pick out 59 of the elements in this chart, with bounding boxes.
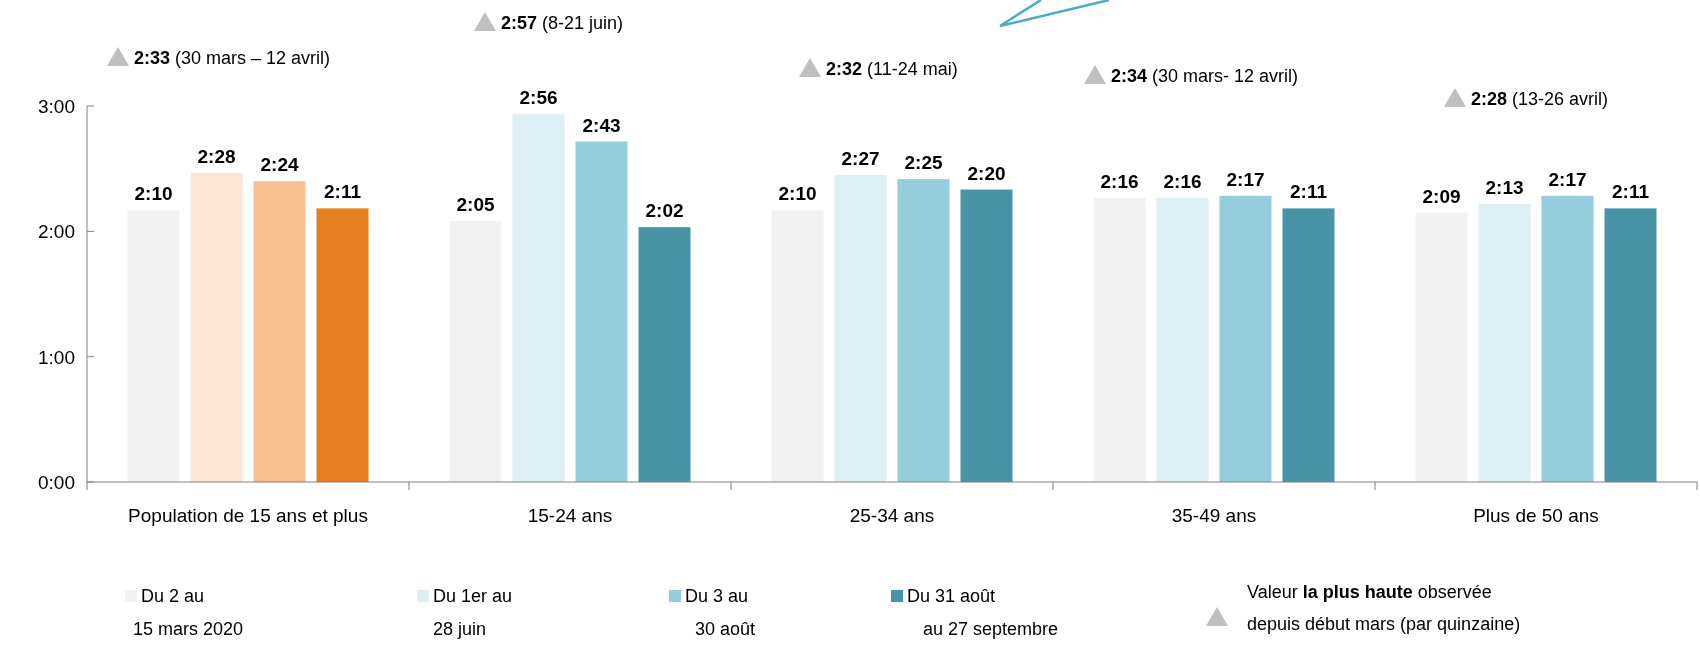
x-tick-label: 35-49 ans	[1171, 505, 1257, 526]
bar	[834, 174, 887, 482]
data-label: 2:27	[841, 147, 880, 169]
bar	[1156, 197, 1209, 482]
bar	[190, 172, 243, 482]
y-tick-label: 2:00	[38, 221, 75, 243]
x-tick-label: 15-24 ans	[527, 505, 613, 526]
y-tick-label: 1:00	[38, 346, 75, 368]
legend-label: Du 1er au 28 juin	[433, 586, 513, 639]
data-label: 2:13	[1485, 177, 1524, 199]
bar	[1415, 212, 1468, 482]
data-label: 2:05	[456, 193, 495, 215]
bar	[127, 210, 180, 482]
bar	[771, 210, 824, 482]
bar	[1282, 208, 1335, 482]
y-tick-label: 0:00	[38, 472, 75, 493]
x-tick-label: Plus de 50 ans	[1473, 505, 1599, 526]
data-label: 2:16	[1163, 170, 1202, 192]
data-label: 2:24	[260, 154, 299, 176]
bar	[1093, 197, 1146, 482]
data-label: 2:02	[645, 200, 684, 222]
bar	[1604, 208, 1657, 482]
data-label: 2:11	[1612, 181, 1650, 203]
bar	[1541, 195, 1594, 482]
data-label: 2:56	[519, 87, 558, 109]
legend-label: Du 31 août au 27 septembre	[907, 586, 1059, 639]
data-label: 2:28	[197, 145, 236, 167]
bar	[449, 220, 502, 482]
text: 2:57 (8-21 juin)	[501, 13, 624, 33]
text: 2:33 (30 mars – 12 avril)	[134, 48, 331, 68]
x-tick-label: Population de 15 ans et plus	[128, 505, 368, 526]
data-label: 2:20	[967, 162, 1006, 184]
data-label: 2:10	[778, 183, 817, 205]
x-tick-label: 25-34 ans	[849, 505, 935, 526]
bar	[253, 181, 306, 482]
bar	[1478, 204, 1531, 482]
data-label: 2:09	[1422, 185, 1461, 207]
bar	[316, 208, 369, 482]
data-label: 2:11	[1290, 181, 1328, 203]
bar	[960, 189, 1013, 482]
data-label: 2:16	[1100, 170, 1139, 192]
legend-label: Du 3 au 30 août	[685, 586, 756, 639]
bar	[897, 179, 950, 482]
data-label: 2:17	[1548, 168, 1587, 190]
bar	[512, 114, 565, 482]
legend-label: Du 2 au 15 mars 2020	[133, 586, 244, 639]
bar	[638, 227, 691, 482]
text: 2:34 (30 mars- 12 avril)	[1111, 66, 1299, 86]
data-label: 2:25	[904, 152, 943, 174]
text: Valeur la plus haute observée depuis début mars (par quinzaine)	[1247, 582, 1521, 634]
annotation: 2:28 (13-26 avril)	[1471, 89, 1609, 109]
bar	[575, 141, 628, 482]
data-label: 2:11	[324, 181, 362, 203]
bar	[1219, 195, 1272, 482]
data-label: 2:10	[134, 183, 173, 205]
y-tick-label: 3:00	[38, 96, 75, 117]
text: 2:32 (11-24 mai)	[826, 59, 958, 79]
data-label: 2:43	[582, 114, 621, 136]
data-label: 2:17	[1226, 168, 1265, 190]
